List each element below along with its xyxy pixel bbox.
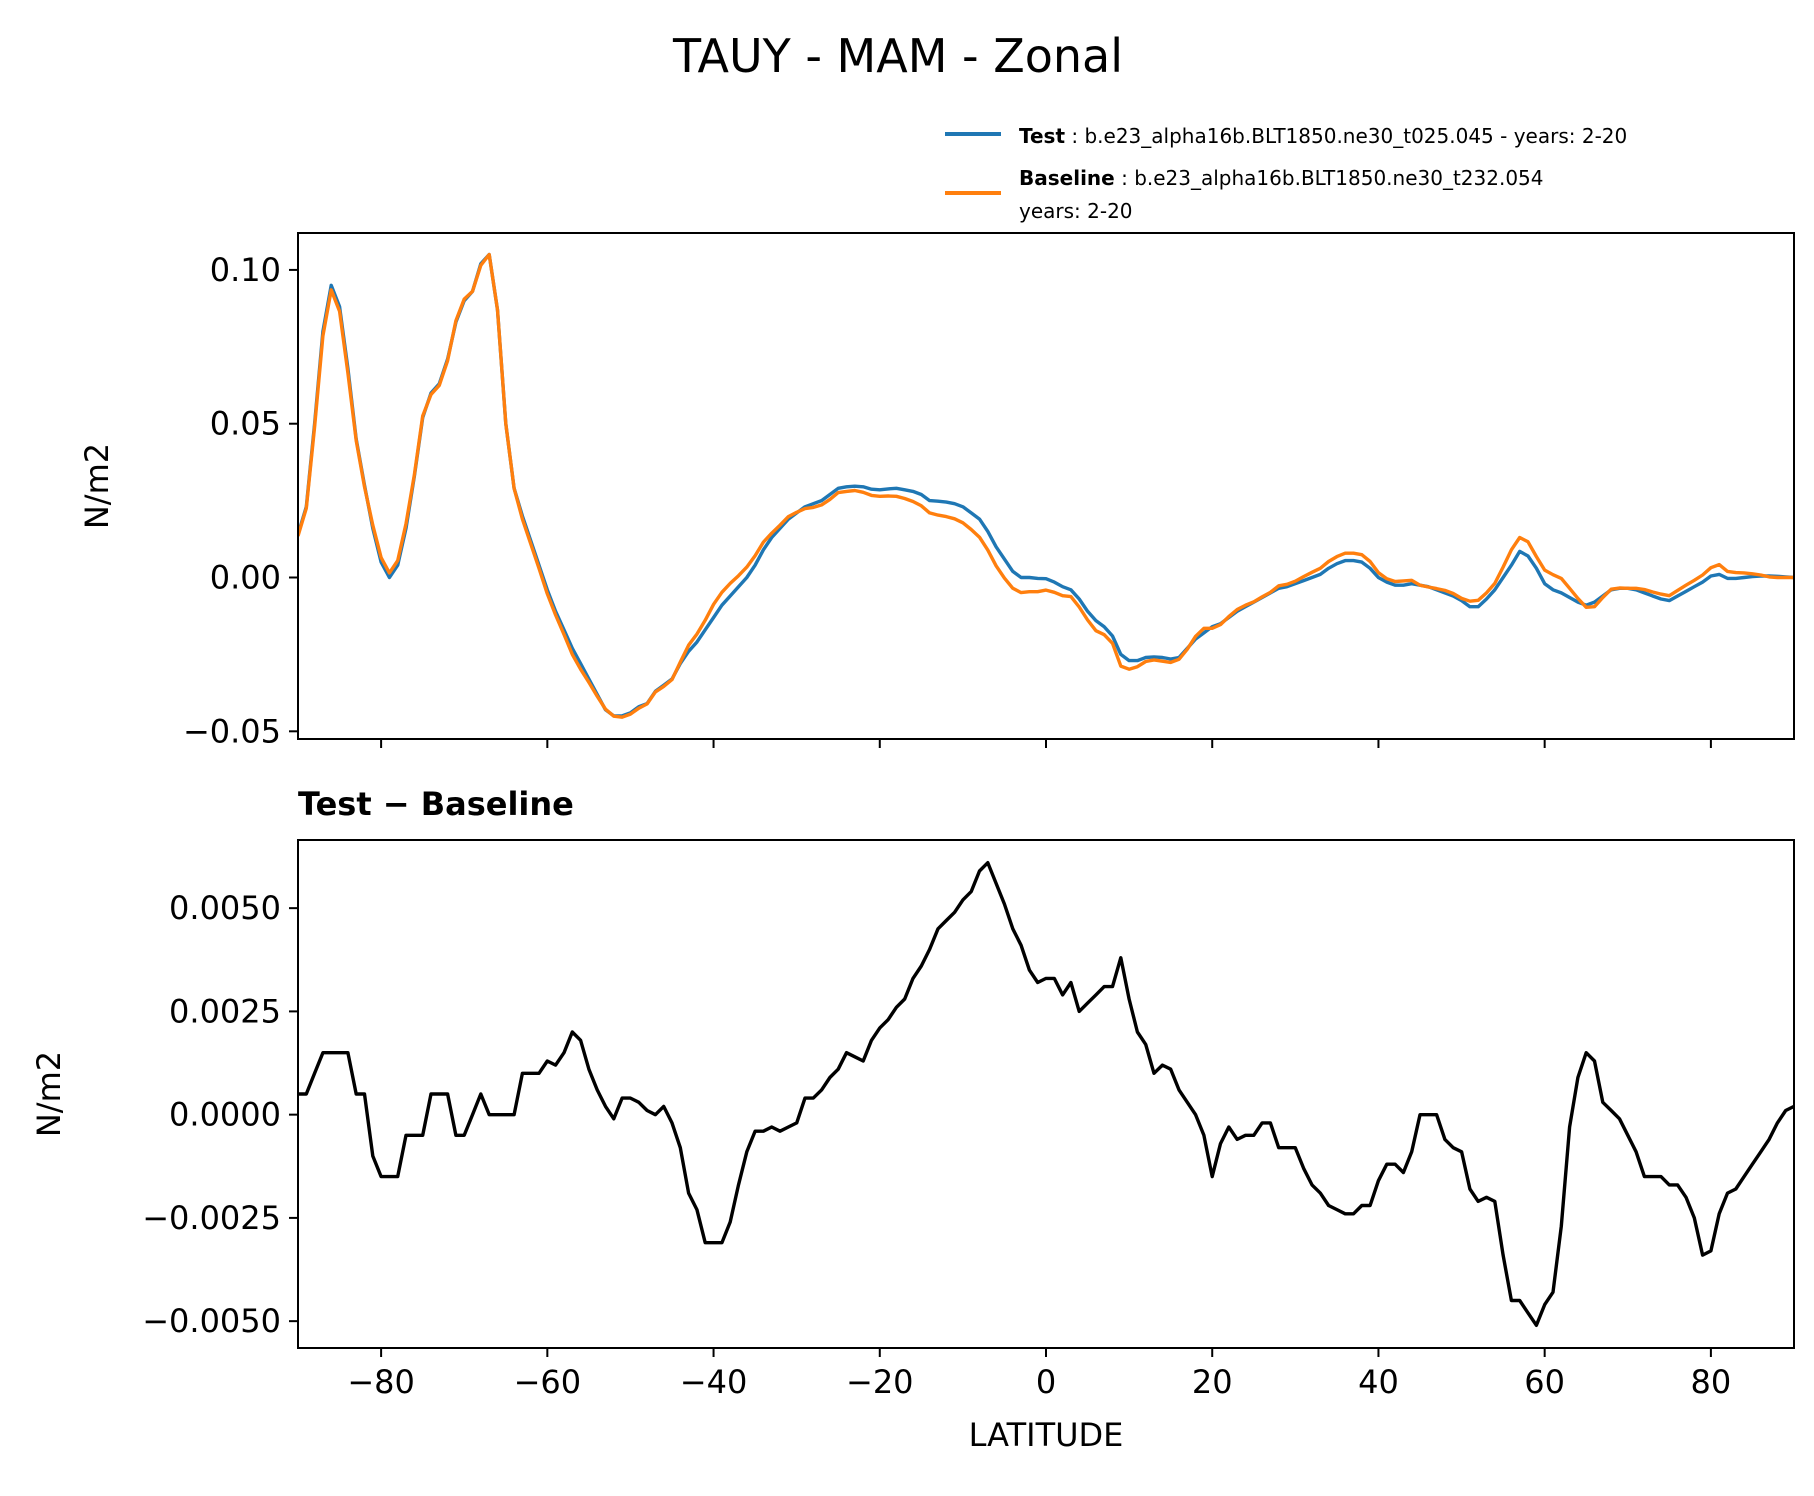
x-tick-label: −60 xyxy=(514,1363,582,1401)
x-tick-label: 80 xyxy=(1691,1363,1732,1401)
x-axis-label: LATITUDE xyxy=(969,1416,1124,1454)
x-tick-label: 20 xyxy=(1192,1363,1233,1401)
legend-text-baseline-line2: years: 2-20 xyxy=(1019,199,1133,223)
legend-label-baseline: Baseline xyxy=(1019,166,1115,190)
panel-title: Test − Baseline xyxy=(298,785,574,823)
y-tick-label: −0.0025 xyxy=(142,1199,281,1237)
series-line-baseline xyxy=(298,252,1794,719)
top-panel: −0.05 0.00 0.05 0.10 N/m2 xyxy=(78,232,1795,750)
y-tick-label: 0.0050 xyxy=(169,889,281,927)
y-tick-label: 0.10 xyxy=(210,251,281,289)
x-tick-label: −80 xyxy=(347,1363,415,1401)
legend-entry-baseline: Baseline : b.e23_alpha16b.BLT1850.ne30_t… xyxy=(1019,166,1544,190)
x-tick-label: −40 xyxy=(680,1363,748,1401)
difference-panel: −0.0050 −0.0025 0.0000 0.0025 0.0050 −80 −60 −4… xyxy=(30,785,1795,1454)
y-axis-label: N/m2 xyxy=(78,443,116,529)
legend-label-test: Test xyxy=(1019,124,1065,148)
y-tick-label: −0.05 xyxy=(183,712,281,750)
legend-text-test: : b.e23_alpha16b.BLT1850.ne30_t025.045 -… xyxy=(1071,124,1627,148)
x-tick-label: −20 xyxy=(846,1363,914,1401)
x-tick-label: 0 xyxy=(1036,1363,1056,1401)
y-tick-label: 0.05 xyxy=(210,405,281,443)
y-tick-label: −0.0050 xyxy=(142,1302,281,1340)
x-tick-label: 40 xyxy=(1358,1363,1399,1401)
y-tick-label: 0.00 xyxy=(210,559,281,597)
legend-entry-test: Test : b.e23_alpha16b.BLT1850.ne30_t025.… xyxy=(1019,124,1627,148)
legend: Test : b.e23_alpha16b.BLT1850.ne30_t025.… xyxy=(945,124,1627,223)
y-axis-label: N/m2 xyxy=(30,1051,68,1137)
legend-text-baseline: : b.e23_alpha16b.BLT1850.ne30_t232.054 xyxy=(1121,166,1543,190)
y-tick-label: 0.0000 xyxy=(169,1096,281,1134)
x-tick-label: 60 xyxy=(1524,1363,1565,1401)
y-tick-label: 0.0025 xyxy=(169,992,281,1030)
figure-title: TAUY - MAM - Zonal xyxy=(672,29,1123,83)
series-line-difference xyxy=(298,861,1794,1327)
